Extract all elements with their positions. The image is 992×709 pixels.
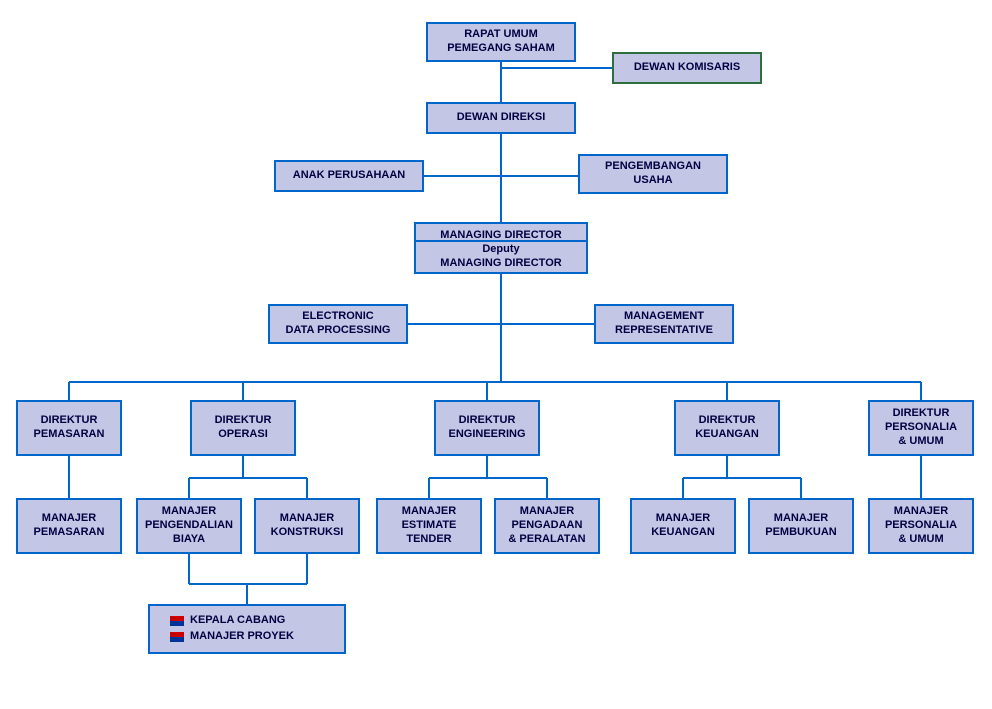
node-label: DEWAN KOMISARIS xyxy=(634,61,740,75)
node-label: MANAJER PERSONALIA & UMUM xyxy=(885,505,957,546)
node-label: MANAJER KEUANGAN xyxy=(651,512,715,540)
node-label: ELECTRONIC DATA PROCESSING xyxy=(286,310,391,338)
node-label: MANAJER PENGENDALIAN BIAYA xyxy=(145,505,233,546)
node-m_est: MANAJER ESTIMATE TENDER xyxy=(376,498,482,554)
kepala-label: MANAJER PROYEK xyxy=(190,630,294,644)
node-label: MANAJER PEMBUKUAN xyxy=(765,512,837,540)
kepala-item: KEPALA CABANG xyxy=(170,614,294,628)
node-m_person: MANAJER PERSONALIA & UMUM xyxy=(868,498,974,554)
node-d_operasi: DIREKTUR OPERASI xyxy=(190,400,296,456)
node-label: MANAGEMENT REPRESENTATIVE xyxy=(615,310,713,338)
node-man_dir: MANAGING DIRECTORDeputy MANAGING DIRECTO… xyxy=(414,222,588,274)
node-label: RAPAT UMUM PEMEGANG SAHAM xyxy=(447,28,555,56)
node-label: ANAK PERUSAHAAN xyxy=(293,169,405,183)
org-chart-stage: RAPAT UMUM PEMEGANG SAHAM DEWAN KOMISARIS… xyxy=(0,0,992,709)
node-rapat: RAPAT UMUM PEMEGANG SAHAM xyxy=(426,22,576,62)
node-label: MANAJER PENGADAAN & PERALATAN xyxy=(508,505,585,546)
node-label: DIREKTUR OPERASI xyxy=(215,414,272,442)
flag-icon xyxy=(170,632,184,642)
node-d_pemasaran: DIREKTUR PEMASARAN xyxy=(16,400,122,456)
node-label: DIREKTUR ENGINEERING xyxy=(448,414,525,442)
node-d_keuangan: DIREKTUR KEUANGAN xyxy=(674,400,780,456)
node-label: DIREKTUR PERSONALIA & UMUM xyxy=(885,407,957,448)
node-d_eng: DIREKTUR ENGINEERING xyxy=(434,400,540,456)
node-label: DEWAN DIREKSI xyxy=(457,111,546,125)
node-m_pengad: MANAJER PENGADAAN & PERALATAN xyxy=(494,498,600,554)
node-m_pemasaran: MANAJER PEMASARAN xyxy=(16,498,122,554)
node-pengembangan: PENGEMBANGAN USAHA xyxy=(578,154,728,194)
node-m_keu: MANAJER KEUANGAN xyxy=(630,498,736,554)
node-anak: ANAK PERUSAHAAN xyxy=(274,160,424,192)
node-label: DIREKTUR PEMASARAN xyxy=(34,414,105,442)
kepala-list: KEPALA CABANG MANAJER PROYEK xyxy=(170,612,294,646)
node-m_pengend: MANAJER PENGENDALIAN BIAYA xyxy=(136,498,242,554)
node-label: MANAJER PEMASARAN xyxy=(34,512,105,540)
node-man_rep: MANAGEMENT REPRESENTATIVE xyxy=(594,304,734,344)
kepala-label: KEPALA CABANG xyxy=(190,614,285,628)
node-m_konstr: MANAJER KONSTRUKSI xyxy=(254,498,360,554)
node-d_person: DIREKTUR PERSONALIA & UMUM xyxy=(868,400,974,456)
node-label: PENGEMBANGAN USAHA xyxy=(605,160,701,188)
node-dewan_kom: DEWAN KOMISARIS xyxy=(612,52,762,84)
kepala-item: MANAJER PROYEK xyxy=(170,630,294,644)
node-label: MANAJER ESTIMATE TENDER xyxy=(402,505,457,546)
node-label: DIREKTUR KEUANGAN xyxy=(695,414,759,442)
node-m_pemb: MANAJER PEMBUKUAN xyxy=(748,498,854,554)
node-edp: ELECTRONIC DATA PROCESSING xyxy=(268,304,408,344)
node-sublabel: Deputy MANAGING DIRECTOR xyxy=(416,240,586,272)
node-label: MANAJER KONSTRUKSI xyxy=(271,512,344,540)
node-kepala: KEPALA CABANG MANAJER PROYEK xyxy=(148,604,346,654)
node-dewan_dir: DEWAN DIREKSI xyxy=(426,102,576,134)
flag-icon xyxy=(170,616,184,626)
